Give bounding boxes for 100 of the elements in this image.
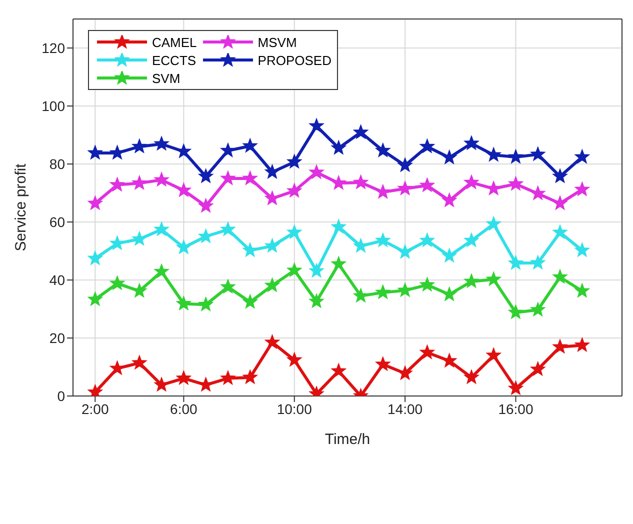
point: [154, 136, 169, 150]
point: [110, 360, 124, 375]
point: [574, 182, 590, 196]
point: [420, 233, 434, 247]
point: [552, 224, 568, 239]
point: [376, 284, 390, 299]
point: [442, 287, 456, 301]
x-tick-label: 10:00: [276, 400, 312, 417]
point: [508, 380, 523, 395]
point: [198, 229, 213, 243]
y-tick-label: 20: [49, 330, 66, 346]
point: [198, 168, 213, 183]
point: [530, 362, 546, 376]
point: [176, 240, 191, 254]
point: [110, 145, 124, 160]
point: [354, 288, 368, 302]
point: [552, 168, 568, 183]
point: [132, 176, 147, 190]
point: [331, 256, 346, 270]
point: [486, 216, 501, 230]
point: [88, 145, 102, 160]
legend-label: SVM: [152, 70, 180, 86]
point: [309, 294, 324, 308]
y-tick-label: 40: [49, 272, 66, 288]
point: [265, 278, 280, 292]
legend-label: CAMEL: [152, 34, 197, 50]
point: [110, 236, 124, 250]
y-tick-label: 80: [49, 156, 66, 172]
point: [88, 384, 102, 396]
point: [287, 352, 302, 366]
point: [331, 176, 346, 190]
y-axis-title: Service profit: [12, 162, 30, 252]
point: [88, 196, 102, 210]
point: [552, 339, 568, 354]
point: [464, 136, 479, 150]
point: [265, 334, 280, 349]
x-tick-label: 2:00: [82, 400, 109, 417]
point: [242, 370, 258, 384]
point: [376, 356, 390, 371]
point: [420, 277, 434, 292]
point: [242, 294, 258, 308]
point: [198, 198, 213, 212]
point: [309, 118, 324, 132]
point: [530, 302, 546, 316]
point: [198, 297, 213, 311]
x-tick-label: 14:00: [388, 400, 423, 417]
x-tick-label: 16:00: [498, 400, 534, 417]
point: [331, 364, 346, 378]
point: [331, 219, 346, 234]
point: [486, 181, 501, 195]
point: [242, 171, 258, 185]
point: [376, 143, 390, 157]
point: [464, 175, 479, 189]
point: [154, 222, 169, 236]
point: [88, 292, 102, 306]
point: [220, 171, 236, 185]
point: [420, 139, 434, 153]
point: [132, 355, 147, 370]
point: [442, 353, 456, 368]
legend-label: MSVM: [258, 34, 297, 50]
point: [198, 377, 213, 392]
point: [442, 248, 456, 262]
point: [464, 233, 479, 247]
point: [287, 224, 302, 239]
point: [265, 164, 280, 178]
y-tick-label: 0: [57, 388, 66, 404]
point: [508, 304, 523, 319]
point: [132, 232, 147, 246]
point: [442, 150, 456, 164]
point: [376, 184, 390, 198]
point: [265, 191, 280, 205]
point: [398, 181, 412, 195]
x-tick-label: 6:00: [170, 400, 198, 417]
point: [88, 251, 102, 265]
point: [287, 183, 302, 198]
point: [530, 255, 546, 270]
point: [486, 272, 501, 286]
point: [530, 186, 546, 200]
point: [309, 164, 324, 179]
point: [220, 143, 236, 157]
point: [331, 140, 346, 154]
y-tick-label: 100: [42, 98, 66, 114]
point: [110, 177, 124, 192]
point: [574, 242, 590, 257]
point: [398, 158, 412, 172]
point: [574, 284, 590, 298]
point: [176, 144, 191, 158]
point: [309, 264, 324, 278]
point: [530, 146, 546, 161]
point: [132, 284, 147, 298]
point: [176, 296, 191, 310]
point: [552, 270, 568, 284]
point: [486, 148, 501, 162]
point: [132, 139, 147, 153]
y-tick-label: 60: [49, 214, 66, 230]
point: [220, 279, 236, 294]
point: [176, 182, 191, 197]
point: [242, 138, 258, 152]
point: [220, 370, 236, 384]
point: [442, 193, 456, 207]
